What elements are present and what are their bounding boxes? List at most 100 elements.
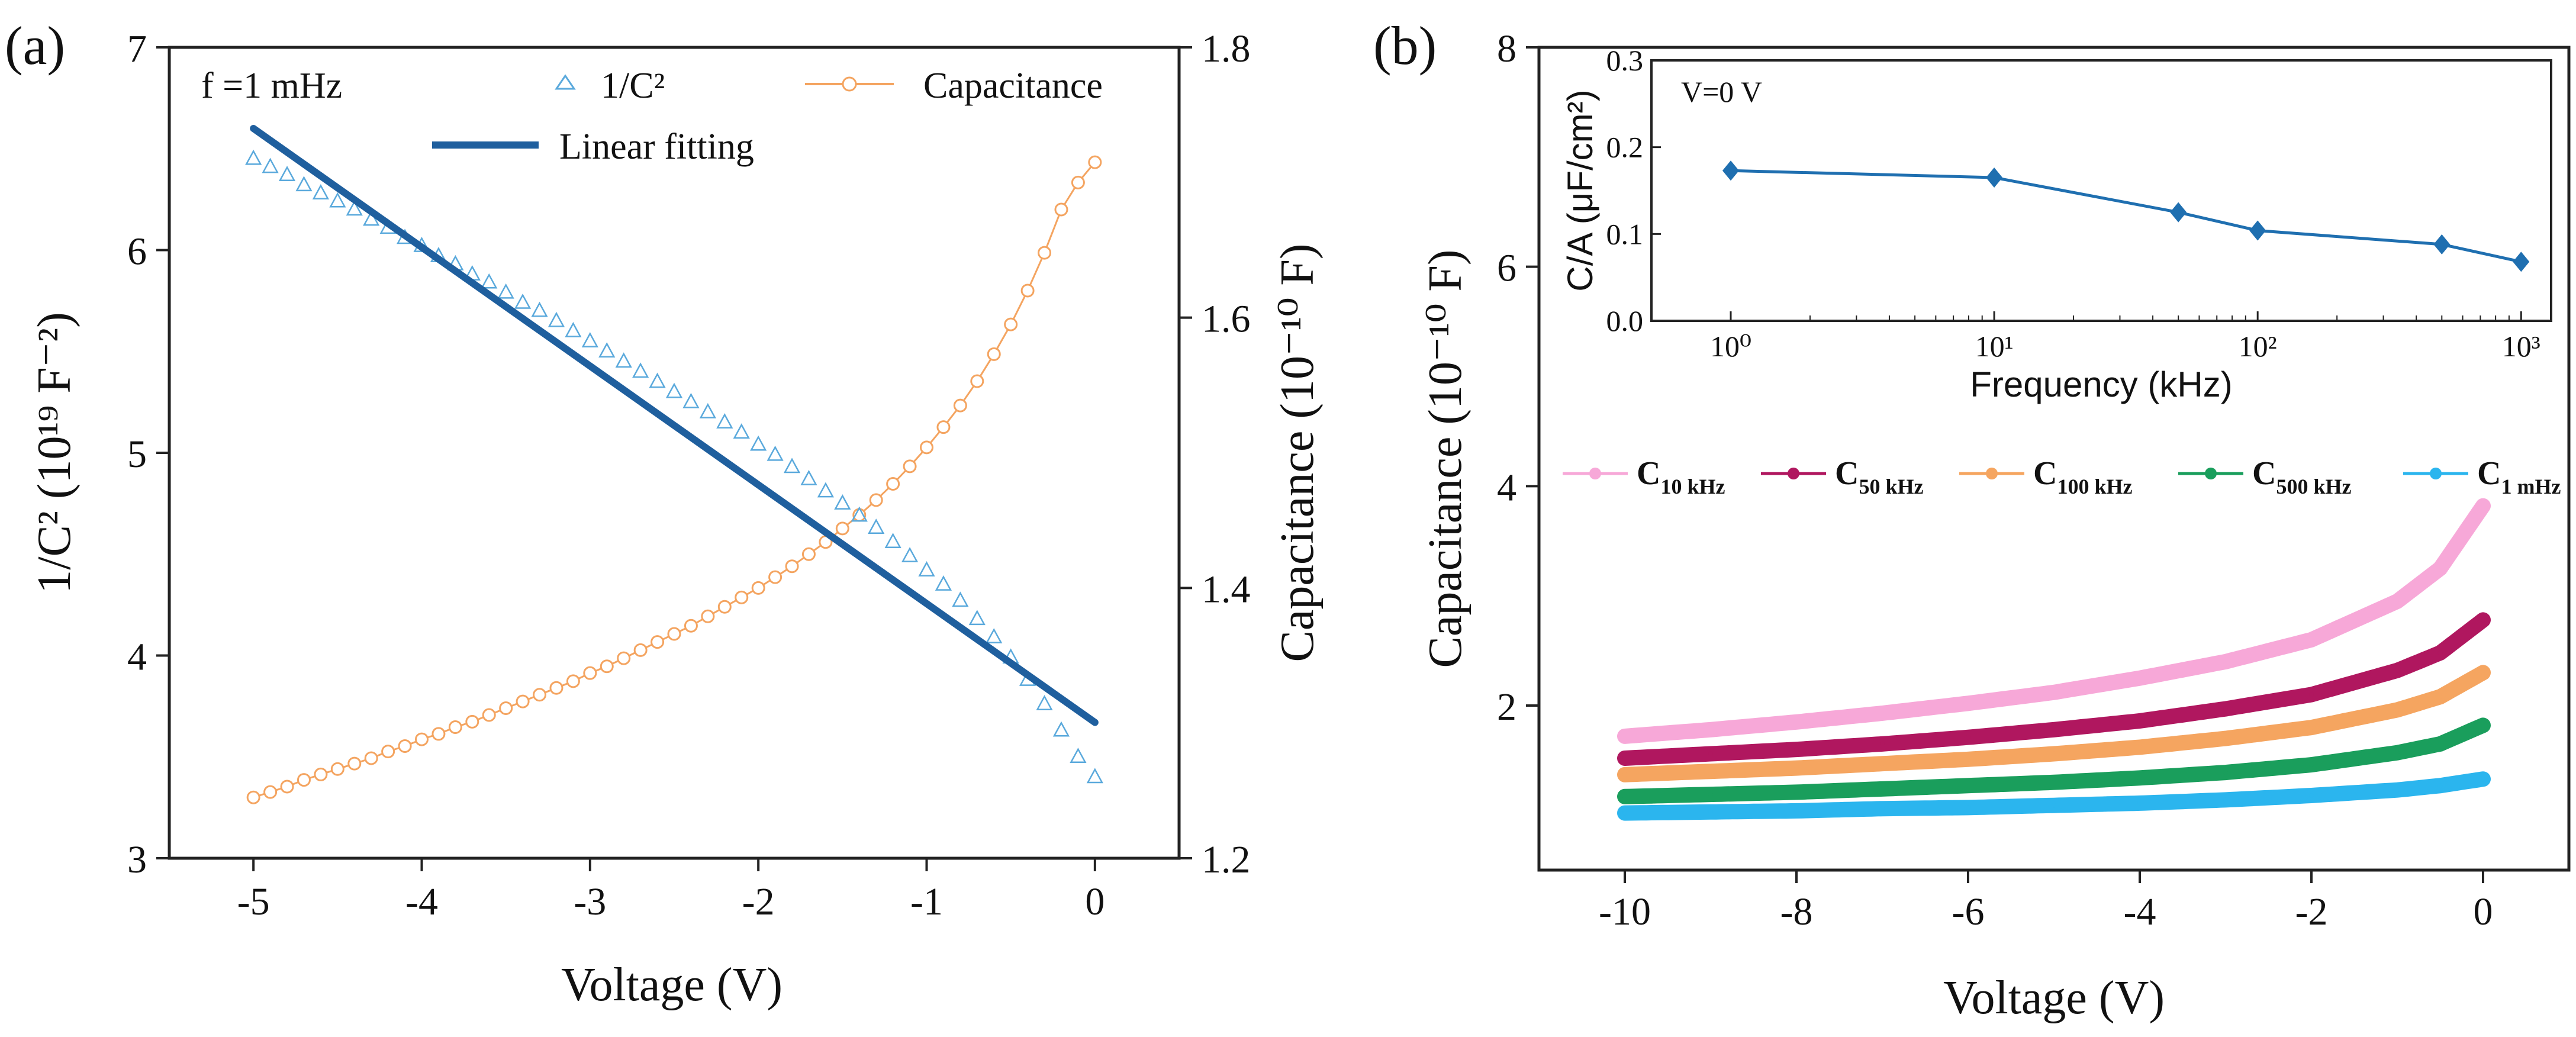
- capacitance-data-point: [364, 751, 378, 765]
- x-tick-label: -4: [2124, 890, 2156, 933]
- data-point: [2052, 751, 2056, 756]
- legend-label-subscript: 10 kHz: [1660, 475, 1725, 498]
- legend-marker: [1986, 468, 1998, 479]
- inverse-c-squared-data-point: [514, 293, 532, 309]
- right-y-tick-label: 1.4: [1202, 568, 1251, 611]
- inverse-c-squared-data-point: [699, 402, 716, 418]
- inset-y-tick-label: 0.0: [1606, 304, 1644, 337]
- panel-a-label: (a): [5, 15, 65, 76]
- inverse-c-squared-data-point: [1086, 768, 1103, 784]
- inverse-c-squared-data-point: [245, 149, 262, 165]
- data-point: [2052, 727, 2056, 732]
- inset-x-tick-label: 10⁰: [1710, 330, 1751, 363]
- inverse-c-squared-data-point: [363, 210, 380, 226]
- data-point: [1622, 810, 1627, 816]
- data-point: [2309, 637, 2314, 642]
- data-point: [1708, 727, 1713, 732]
- legend-item: C50 kHz: [1761, 455, 1923, 498]
- panel-b-label: (b): [1373, 15, 1437, 76]
- left-y-tick-label: 7: [127, 27, 147, 70]
- data-point: [2437, 741, 2443, 746]
- inverse-c-squared-data-point: [531, 301, 548, 317]
- data-point: [2481, 723, 2485, 728]
- inverse-c-squared-data-point: [615, 352, 632, 368]
- data-point: [1622, 755, 1627, 761]
- inset-plot-frame: [1650, 59, 2552, 322]
- data-point: [2223, 770, 2228, 775]
- inverse-c-squared-data-point: [800, 469, 817, 485]
- data-point: [2481, 503, 2485, 508]
- capacitance-data-point: [953, 398, 967, 413]
- legend-marker: [1788, 468, 1799, 479]
- data-point: [2437, 566, 2443, 571]
- data-point: [1966, 735, 1970, 740]
- x-tick-label: 0: [2474, 890, 2493, 933]
- capacitance-data-point: [970, 374, 984, 388]
- legend-label-subscript: 1 mHz: [2501, 475, 2561, 498]
- data-point: [2481, 777, 2485, 782]
- inverse-c-squared-data-point: [783, 458, 801, 474]
- legend-circle-marker: [842, 76, 857, 92]
- legend-label: C10 kHz: [1637, 455, 1725, 498]
- data-point: [2395, 750, 2400, 755]
- capacitance-data-point: [768, 570, 783, 584]
- inverse-c-squared-data-point: [968, 610, 986, 626]
- legend-label: C500 kHz: [2252, 455, 2351, 498]
- legend-label-main: C: [1835, 455, 1859, 492]
- capacitance-series-10-khz: [1617, 498, 2491, 744]
- data-point: [2137, 675, 2142, 681]
- data-point: [2437, 694, 2443, 700]
- capacitance-data-point: [886, 477, 900, 491]
- legend-label-subscript: 100 kHz: [2057, 475, 2132, 498]
- inset-data-point: [2249, 220, 2266, 241]
- inverse-c-squared-data-point: [935, 575, 952, 591]
- inset-x-tick-label: 10²: [2239, 330, 2277, 363]
- legend-inverse-c-squared: 1/C²: [601, 66, 665, 106]
- inset-x-ticks: 10⁰ 10¹ 10² 10³: [1710, 311, 2540, 363]
- data-point: [1794, 790, 1799, 795]
- legend-label-subscript: 50 kHz: [1859, 475, 1923, 498]
- inset-data-point: [1986, 168, 2003, 188]
- data-point: [1880, 710, 1885, 716]
- legend-triangle-marker: [555, 74, 576, 90]
- x-tick-label: -2: [742, 880, 775, 923]
- data-point: [2395, 668, 2400, 673]
- capacitance-data-point: [920, 440, 933, 455]
- inverse-c-squared-data-point: [750, 435, 767, 451]
- capacitance-data-point: [1071, 175, 1085, 189]
- x-tick-label: 0: [1085, 880, 1105, 923]
- inverse-c-squared-data-point: [581, 332, 598, 347]
- capacitance-data-point: [936, 420, 951, 434]
- data-point: [1966, 805, 1970, 810]
- data-point: [1880, 741, 1885, 746]
- capacitance-data-point: [566, 674, 580, 688]
- data-point: [2309, 793, 2314, 798]
- data-point: [1794, 719, 1799, 724]
- inverse-c-squared-data-point: [295, 176, 313, 192]
- capacitance-data-point: [987, 347, 1001, 361]
- data-point: [2052, 803, 2056, 808]
- capacitance-data-point: [785, 559, 799, 574]
- data-point: [1880, 786, 1885, 791]
- legend-marker: [1589, 468, 1601, 479]
- capacitance-data-point: [1054, 202, 1068, 217]
- capacitance-data-point: [801, 547, 816, 561]
- inset-voltage-note: V=0 V: [1681, 75, 1762, 108]
- capacitance-series-1-mhz: [1617, 771, 2491, 821]
- x-tick-label: -5: [237, 880, 270, 923]
- data-point: [2223, 706, 2228, 711]
- data-point: [1966, 701, 1970, 706]
- capacitance-data-point: [465, 714, 479, 729]
- panel-b: (b) -10 -8 -6 -4 -2 0 2 4 6 8 Voltage (V) Capaci…: [1373, 15, 2571, 1024]
- legend-marker: [2205, 468, 2217, 479]
- capacitance-data-point: [398, 739, 412, 753]
- inverse-c-squared-data-point: [851, 506, 868, 522]
- panel-a-x-axis-title: Voltage (V): [561, 959, 783, 1011]
- data-point: [2309, 692, 2314, 697]
- right-y-tick-label: 1.8: [1202, 27, 1251, 70]
- inset-x-axis-title: Frequency (kHz): [1970, 365, 2232, 404]
- legend-label-subscript: 500 kHz: [2276, 475, 2351, 498]
- left-y-tick-label: 4: [127, 636, 147, 679]
- capacitance-data-point: [583, 666, 597, 680]
